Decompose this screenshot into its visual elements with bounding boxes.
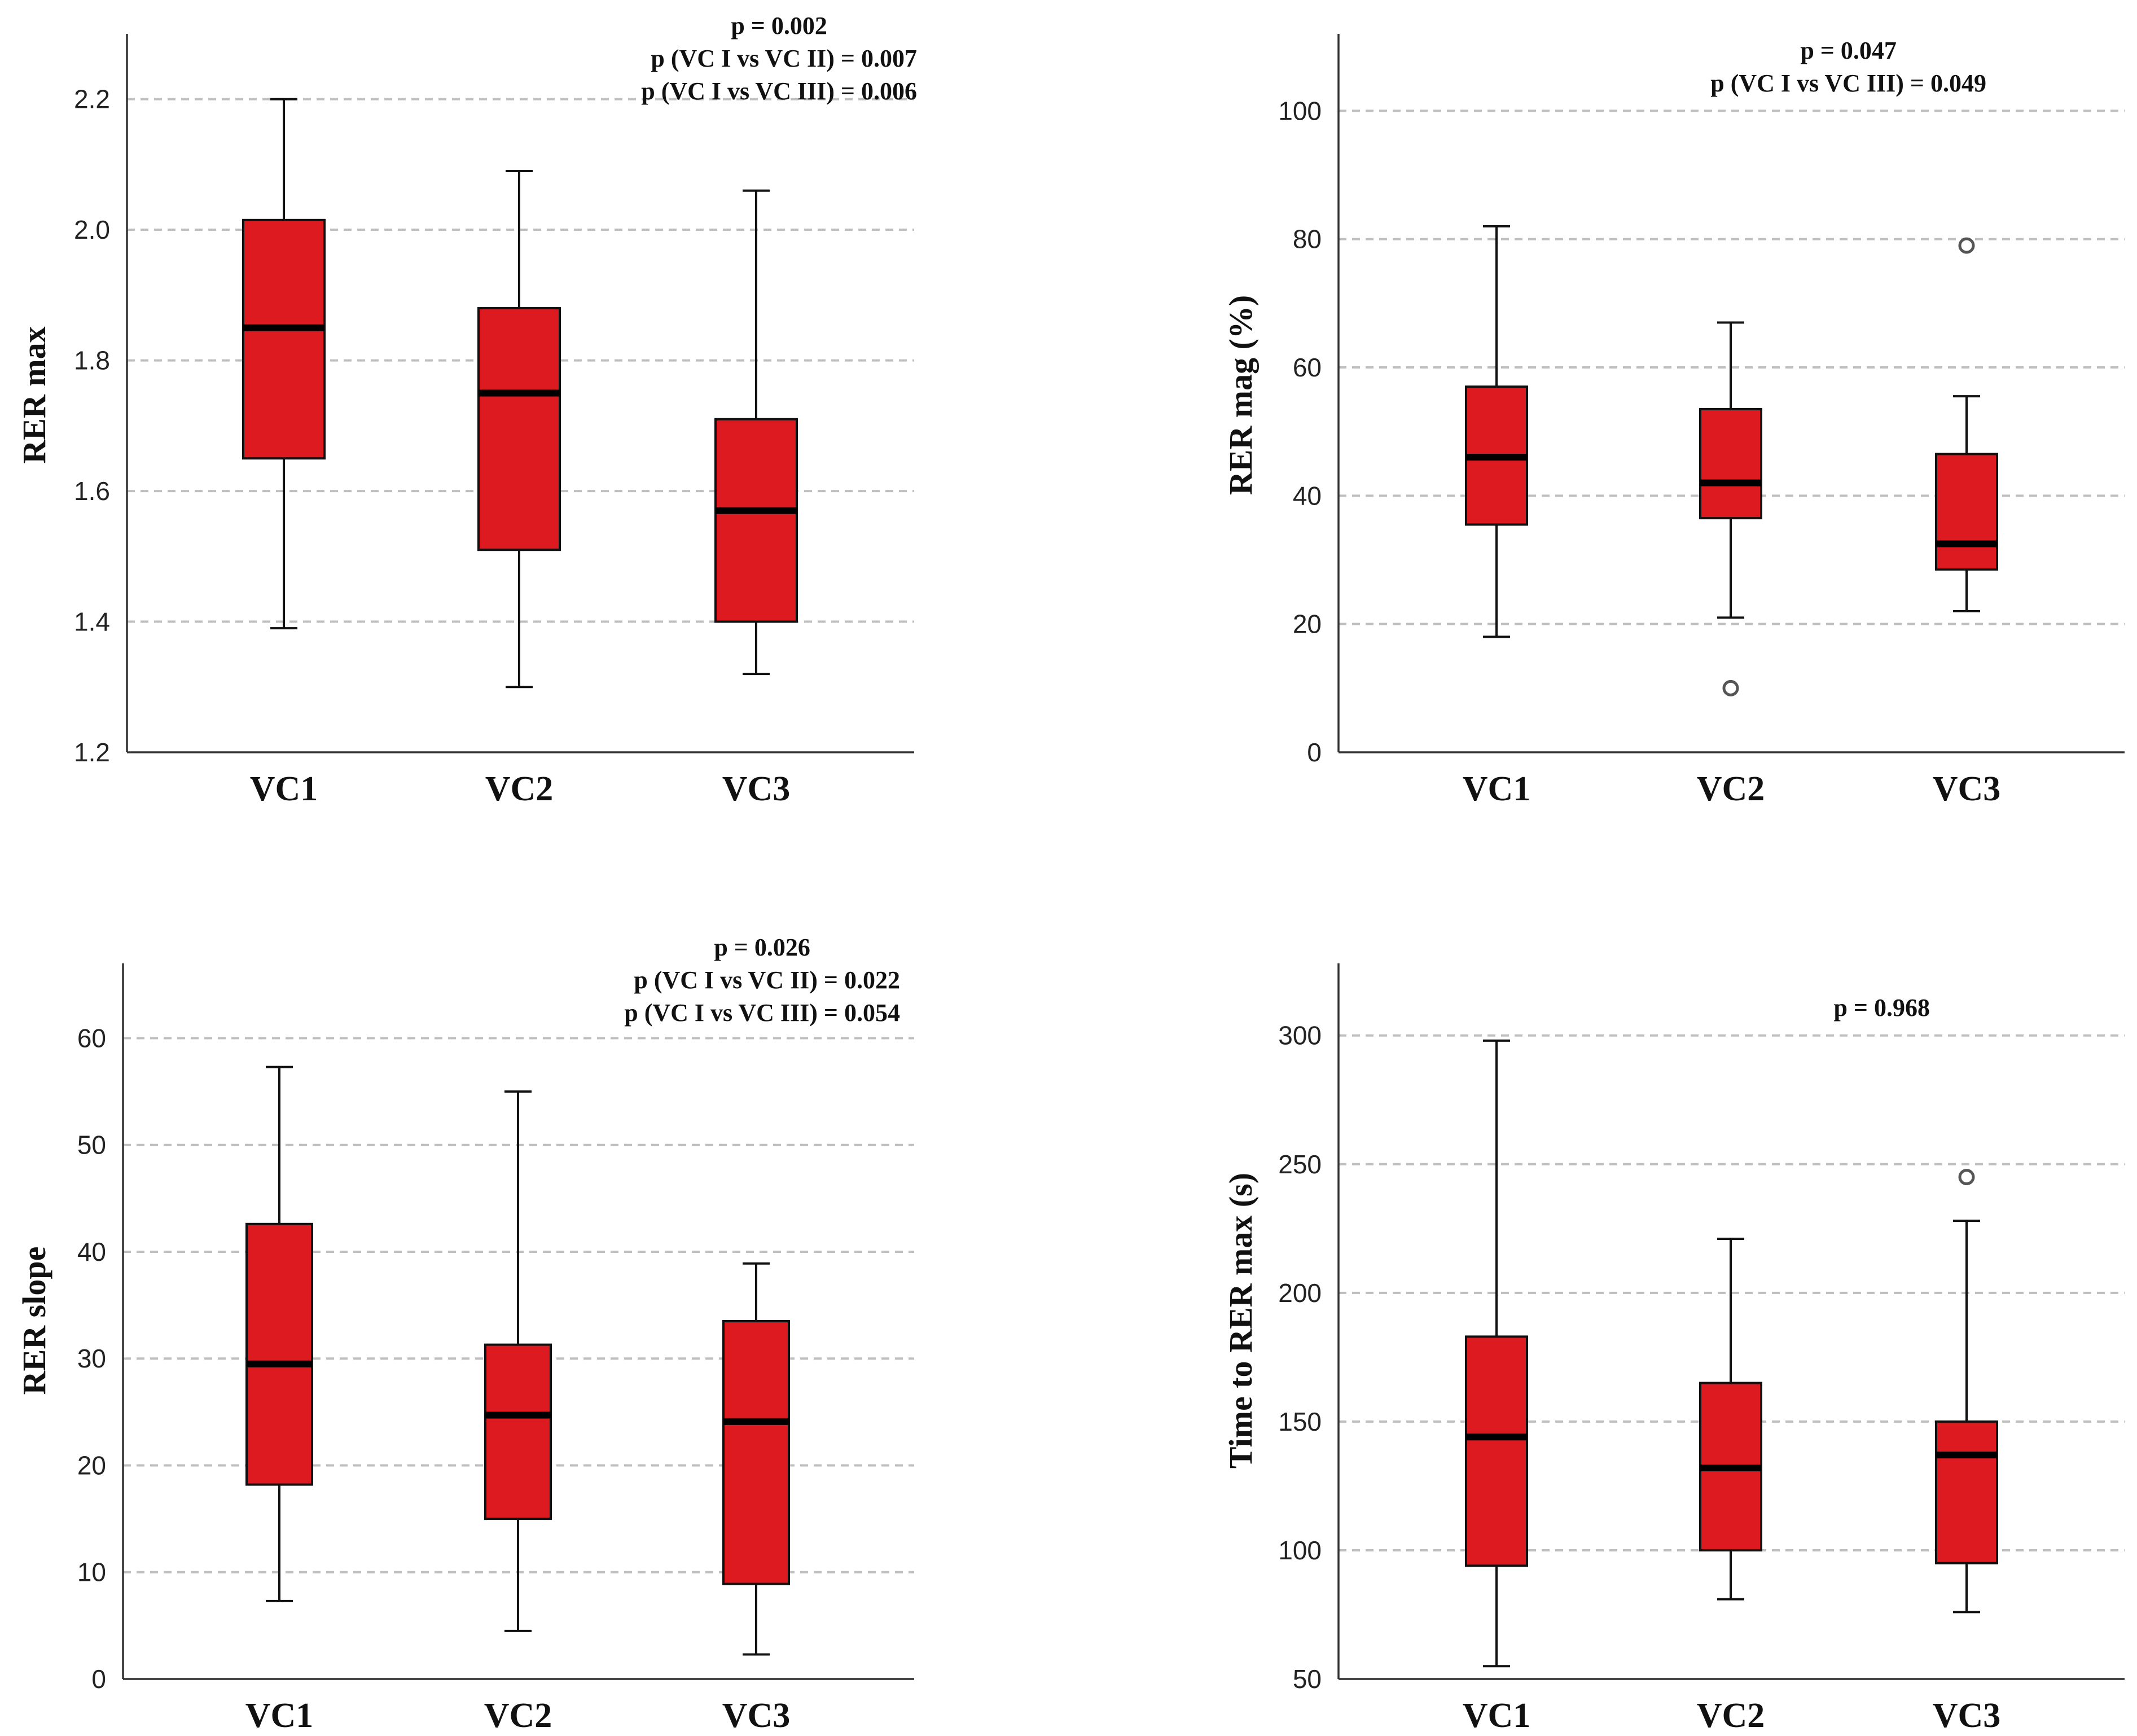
p-value-annotations: p = 0.002 p (VC I vs VC II) = 0.007 p (VC … (641, 12, 917, 105)
p-value-text: p = 0.002 (731, 12, 827, 40)
y-tick-label: 0 (1307, 738, 1322, 767)
y-tick-label: 30 (77, 1344, 106, 1373)
y-tick-label: 80 (1293, 225, 1322, 254)
iqr-box (714, 418, 798, 623)
y-tick-label: 1.4 (74, 607, 110, 637)
chart-panel-4: 50 100 150 200 250 300 Time to RER max (s) VC1 V… (1222, 963, 2125, 1735)
y-tick-label: 250 (1278, 1150, 1322, 1179)
outlier-point (1958, 1169, 1975, 1186)
y-tick-label: 60 (77, 1023, 106, 1053)
x-category-label: VC1 (250, 770, 318, 808)
x-category-label: VC1 (245, 1696, 314, 1735)
iqr-box (1465, 1335, 1528, 1567)
iqr-box (1935, 1420, 1998, 1564)
y-tick-label: 60 (1293, 353, 1322, 382)
y-tick-label: 100 (1278, 96, 1322, 125)
box-vc2: VC2 (484, 1090, 552, 1735)
y-axis-label: RER slope (16, 1247, 52, 1395)
x-category-label: VC3 (1933, 770, 2001, 808)
y-axis-label: RER mag (%) (1222, 295, 1259, 495)
box-vc1: VC1 (242, 98, 326, 808)
box-vc1: VC1 (245, 1066, 314, 1735)
box-vc1: VC1 (1463, 225, 1531, 808)
x-category-label: VC2 (484, 1696, 552, 1735)
iqr-box (477, 307, 561, 551)
y-tick-label: 50 (77, 1130, 106, 1160)
box-vc1: VC1 (1463, 1039, 1531, 1735)
chart-panel-3: 0 10 20 30 40 50 60 RER slope VC1 VC2 VC3 p = 0.026… (16, 933, 914, 1735)
box-vc2: VC2 (1697, 321, 1765, 808)
p-value-text: p (VC I vs VC III) = 0.006 (641, 77, 917, 105)
y-tick-label: 40 (1293, 481, 1322, 510)
iqr-box (245, 1222, 313, 1486)
chart-panel-1: 1.2 1.4 1.6 1.8 2.0 2.2 RER max VC1 VC2 VC3 p = 0.… (16, 12, 917, 808)
iqr-box (722, 1320, 790, 1585)
box-vc2: VC2 (477, 170, 561, 808)
box-vc3: VC3 (714, 189, 798, 808)
y-tick-label: 0 (91, 1664, 106, 1694)
y-tick-label: 100 (1278, 1536, 1322, 1565)
p-value-text: p = 0.968 (1833, 994, 1930, 1022)
p-value-text: p (VC I vs VC III) = 0.049 (1710, 69, 1986, 97)
iqr-box (242, 218, 326, 460)
p-value-text: p = 0.026 (714, 933, 810, 961)
box-vc3: VC3 (1933, 237, 2001, 808)
x-category-label: VC2 (1697, 770, 1765, 808)
outlier-point (1722, 680, 1739, 696)
box-vc3: VC3 (722, 1262, 791, 1735)
x-category-label: VC3 (722, 770, 791, 808)
x-category-label: VC2 (1697, 1696, 1765, 1735)
y-tick-label: 150 (1278, 1407, 1322, 1436)
y-tick-label: 200 (1278, 1278, 1322, 1308)
y-tick-label: 2.2 (74, 85, 110, 114)
y-tick-label: 2.0 (74, 215, 110, 244)
p-value-text: p = 0.047 (1800, 37, 1897, 64)
y-tick-label: 40 (77, 1237, 106, 1266)
x-category-label: VC3 (722, 1696, 791, 1735)
box-vc3: VC3 (1933, 1169, 2001, 1735)
y-tick-label: 20 (1293, 610, 1322, 639)
y-axis-label: Time to RER max (s) (1222, 1173, 1259, 1468)
outlier-point (1958, 237, 1975, 254)
p-value-text: p (VC I vs VC II) = 0.007 (651, 45, 917, 72)
y-tick-label: 20 (77, 1450, 106, 1480)
chart-panel-2: 0 20 40 60 80 100 RER mag (%) VC1 VC2 VC3 p = 0.04… (1222, 34, 2125, 808)
x-category-label: VC1 (1463, 1696, 1531, 1735)
y-tick-label: 300 (1278, 1021, 1322, 1050)
y-tick-label: 1.2 (74, 738, 110, 767)
p-value-annotations: p = 0.047 p (VC I vs VC III) = 0.049 (1710, 37, 1986, 97)
y-tick-label: 50 (1293, 1664, 1322, 1694)
y-tick-label: 1.6 (74, 476, 110, 506)
x-category-label: VC3 (1933, 1696, 2001, 1735)
iqr-box (1935, 453, 1998, 571)
x-category-label: VC2 (485, 770, 554, 808)
p-value-annotations: p = 0.968 (1833, 994, 1930, 1022)
box-vc2: VC2 (1697, 1238, 1765, 1735)
x-category-label: VC1 (1463, 770, 1531, 808)
y-axis-label: RER max (16, 326, 52, 463)
iqr-box (1699, 407, 1762, 520)
p-value-annotations: p = 0.026 p (VC I vs VC II) = 0.022 p (VC … (624, 933, 900, 1027)
p-value-text: p (VC I vs VC II) = 0.022 (634, 966, 900, 994)
p-value-text: p (VC I vs VC III) = 0.054 (624, 999, 900, 1027)
iqr-box (484, 1343, 552, 1520)
y-tick-label: 10 (77, 1558, 106, 1587)
y-tick-label: 1.8 (74, 346, 110, 375)
